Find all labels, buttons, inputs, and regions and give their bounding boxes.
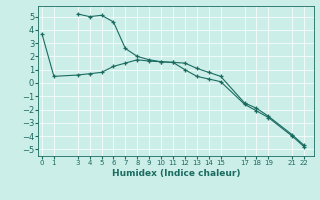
X-axis label: Humidex (Indice chaleur): Humidex (Indice chaleur) <box>112 169 240 178</box>
